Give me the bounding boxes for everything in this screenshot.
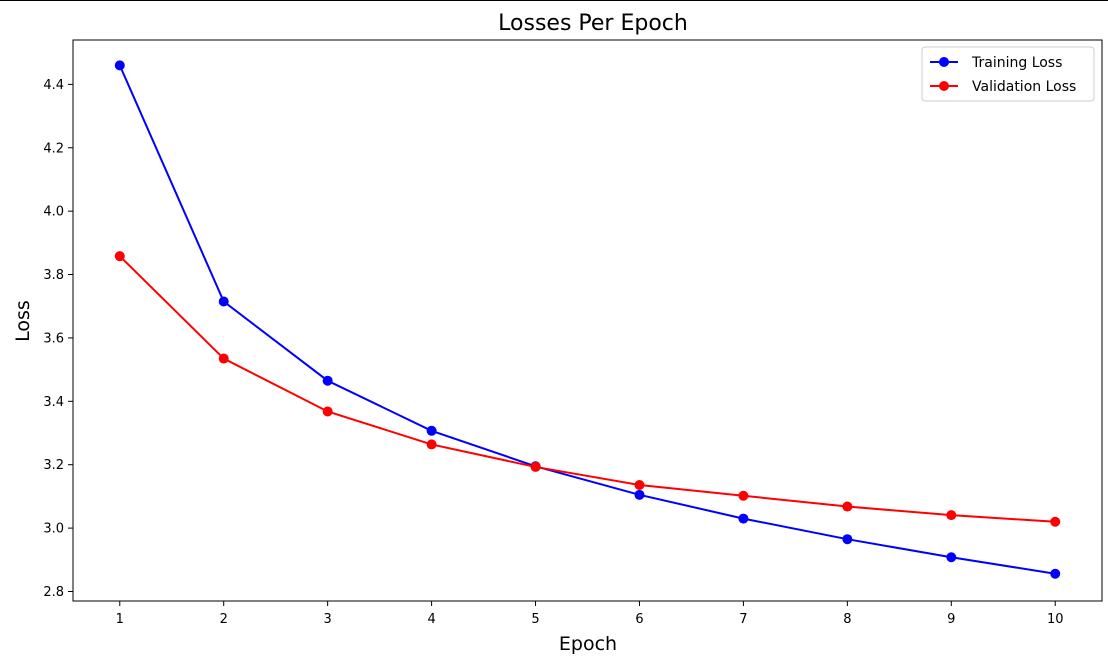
- x-tick-label: 1: [116, 612, 124, 627]
- validation-loss-point: [1050, 516, 1061, 527]
- validation-loss-legend-marker: [939, 81, 949, 91]
- validation-loss-point: [738, 490, 749, 501]
- x-tick-label: 8: [843, 612, 851, 627]
- y-tick-label: 3.8: [43, 268, 64, 283]
- validation-loss-legend-label: Validation Loss: [972, 79, 1076, 95]
- training-loss-point: [218, 296, 229, 307]
- validation-loss-point: [634, 479, 645, 490]
- x-axis-label: Epoch: [559, 633, 617, 655]
- x-tick-label: 6: [635, 612, 643, 627]
- x-tick-label: 7: [739, 612, 747, 627]
- legend-box: [921, 46, 1095, 102]
- x-tick-label: 3: [324, 612, 332, 627]
- x-tick-label: 10: [1047, 612, 1064, 627]
- y-tick-label: 2.8: [43, 585, 64, 600]
- x-tick-label: 9: [947, 612, 955, 627]
- validation-loss-point: [322, 406, 333, 417]
- validation-loss-point: [218, 353, 229, 364]
- y-tick-label: 3.0: [43, 522, 64, 537]
- validation-loss-point: [114, 251, 125, 262]
- y-tick-label: 3.2: [43, 458, 64, 473]
- validation-loss-point: [426, 439, 437, 450]
- validation-loss-point: [946, 510, 957, 521]
- chart-title: Losses Per Epoch: [498, 11, 688, 36]
- y-tick-label: 4.2: [43, 141, 64, 156]
- y-axis-label: Loss: [12, 300, 34, 342]
- training-loss-point: [1050, 568, 1061, 579]
- legend: Training Loss Validation Loss: [921, 46, 1095, 102]
- validation-loss-point: [530, 461, 541, 472]
- training-loss-point: [322, 375, 333, 386]
- y-tick-label: 4.4: [43, 78, 64, 93]
- plot-area: 1 2 3 4 5 6 7 8 9 10 2.8 3.0 3.2 3.4 3.6 3.8 4.0 4.2 4.4: [43, 39, 1103, 627]
- training-loss-legend-marker: [939, 57, 949, 67]
- x-tick-label: 4: [427, 612, 435, 627]
- validation-loss-line: [119, 255, 1056, 523]
- y-tick-label: 3.6: [43, 331, 64, 346]
- x-tick-label: 2: [220, 612, 228, 627]
- training-loss-point: [426, 425, 437, 436]
- training-loss-point: [738, 513, 749, 524]
- training-loss-legend-label: Training Loss: [971, 55, 1062, 71]
- y-tick-label: 3.4: [43, 395, 64, 410]
- training-loss-line: [118, 64, 1056, 575]
- training-loss-point: [842, 534, 853, 545]
- training-loss-point: [946, 552, 957, 563]
- training-loss-point: [634, 489, 645, 500]
- validation-loss-point: [842, 501, 853, 512]
- training-loss-point: [114, 60, 125, 71]
- plot-frame: [72, 39, 1103, 602]
- y-tick-label: 4.0: [43, 205, 64, 220]
- x-tick-label: 5: [531, 612, 539, 627]
